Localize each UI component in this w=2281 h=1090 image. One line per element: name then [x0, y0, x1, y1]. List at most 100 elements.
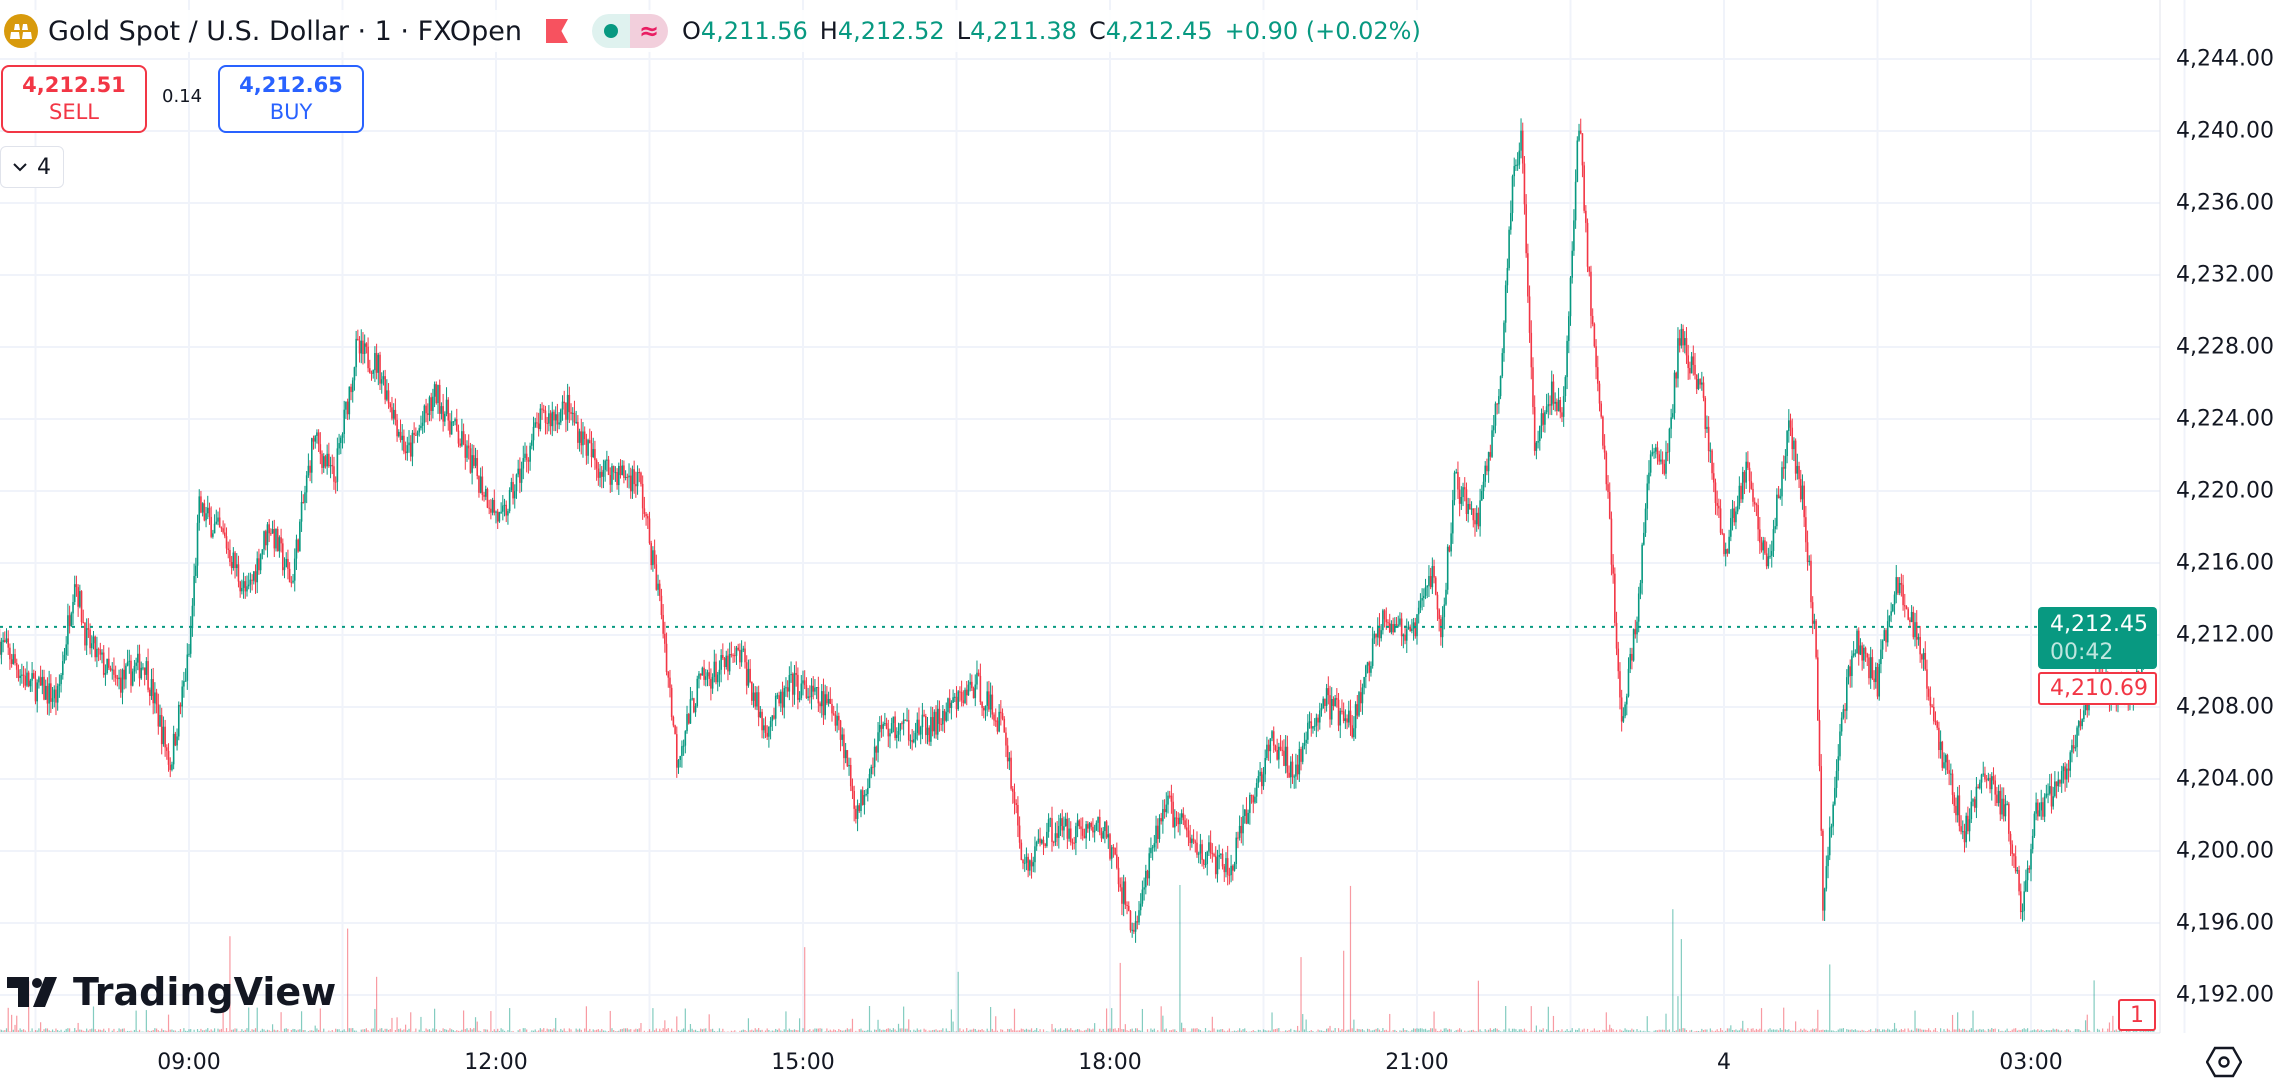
candle-body — [1643, 532, 1645, 545]
volume-bar — [961, 1031, 963, 1032]
candle-body — [1576, 140, 1579, 182]
volume-bar — [316, 1028, 318, 1032]
candle-body — [130, 660, 132, 686]
candle-body — [143, 667, 146, 675]
candle-body — [305, 475, 308, 493]
candle-body — [152, 679, 154, 704]
volume-bar — [609, 1010, 611, 1032]
pane-badge[interactable]: 1 — [2118, 999, 2156, 1031]
candle-body — [375, 352, 378, 373]
chart-settings-icon[interactable] — [2206, 1046, 2242, 1078]
candle-body — [783, 688, 786, 708]
candle-body — [728, 654, 731, 672]
candle-body — [798, 697, 801, 700]
candle-body — [2011, 844, 2014, 854]
buy-button[interactable]: 4,212.65 BUY — [218, 65, 364, 133]
volume-bar — [1922, 1029, 1925, 1032]
candle-body — [1719, 508, 1722, 533]
volume-bar — [1389, 1013, 1391, 1032]
volume-bar — [959, 1028, 961, 1032]
candle-body — [1162, 809, 1164, 822]
candle-body — [34, 678, 37, 702]
volume-bar — [833, 1029, 835, 1032]
volume-bar — [655, 1028, 657, 1032]
volume-bar — [2088, 1030, 2090, 1032]
volume-bar — [1470, 1030, 1473, 1032]
volume-bar — [36, 1030, 38, 1032]
volume-bar — [389, 1028, 391, 1032]
low-value: 4,211.38 — [970, 17, 1077, 45]
candle-body — [950, 702, 953, 708]
candle-body — [1448, 546, 1451, 552]
market-closed-flag-icon[interactable] — [546, 19, 569, 43]
candle-body — [1013, 791, 1016, 804]
candle-body — [1982, 773, 1985, 775]
candle-body — [1383, 610, 1386, 620]
sell-button[interactable]: 4,212.51 SELL — [1, 65, 147, 133]
candle-body — [1126, 904, 1128, 906]
volume-bar — [2050, 1030, 2053, 1032]
candle-body — [570, 412, 572, 414]
volume-bar — [1170, 1030, 1172, 1032]
candle-body — [2083, 710, 2085, 720]
volume-bar — [190, 1029, 192, 1032]
indicators-legend-toggle[interactable]: 4 — [0, 146, 64, 188]
candle-body — [1637, 593, 1640, 622]
candle-body — [2028, 868, 2031, 870]
volume-bar — [121, 1028, 124, 1032]
symbol-title[interactable]: Gold Spot / U.S. Dollar · 1 · FXOpen — [48, 15, 523, 47]
volume-bar — [362, 1029, 364, 1032]
tradingview-logo[interactable]: TradingView — [7, 970, 336, 1014]
volume-bar — [425, 1028, 427, 1032]
candle-body — [701, 667, 704, 676]
volume-bar — [1847, 1029, 1850, 1032]
candle-body — [1564, 377, 1567, 397]
candle-body — [379, 354, 381, 384]
volume-bar — [1007, 1028, 1009, 1032]
candle-body — [930, 717, 932, 742]
candle-body — [834, 714, 837, 726]
candle-body — [1366, 662, 1369, 666]
candle-body — [1487, 452, 1490, 472]
volume-bar — [1123, 1029, 1125, 1032]
volume-bar — [1801, 1030, 1804, 1032]
volume-bar — [1008, 1029, 1010, 1032]
candle-body — [1030, 860, 1033, 867]
volume-bar — [1604, 1030, 1606, 1032]
volume-bar — [1943, 1029, 1945, 1032]
volume-bar — [1447, 1029, 1449, 1032]
candle-body — [896, 734, 898, 739]
volume-bar — [353, 1030, 356, 1032]
volume-bar — [1597, 1030, 1599, 1032]
volume-bar — [275, 1030, 277, 1032]
candle-body — [878, 724, 881, 733]
candle-body — [1052, 841, 1055, 843]
candle-body — [759, 711, 762, 718]
volume-bar — [370, 1028, 373, 1032]
volume-bar — [60, 1029, 62, 1032]
volume-bar — [309, 1030, 311, 1032]
candle-body — [745, 662, 748, 686]
candle-body — [24, 675, 27, 686]
candle-body — [628, 475, 630, 478]
candle-body — [1286, 746, 1289, 773]
data-status-pill[interactable]: ≈ — [592, 14, 669, 48]
candle-body — [1660, 459, 1662, 462]
volume-bar — [1796, 1031, 1798, 1032]
candle-body — [1593, 323, 1596, 347]
volume-bar — [2035, 1030, 2037, 1032]
volume-bar — [447, 1030, 449, 1032]
candle-body — [258, 558, 260, 571]
candle-body — [537, 423, 540, 430]
volume-bar — [133, 1029, 136, 1032]
candle-body — [411, 432, 414, 457]
candle-body — [1023, 862, 1026, 864]
volume-bar — [222, 1006, 224, 1032]
candle-body — [716, 674, 719, 683]
candle-body — [1124, 881, 1127, 905]
candle-body — [1481, 491, 1483, 501]
volume-bar — [1892, 1029, 1894, 1032]
candle-body — [976, 672, 978, 685]
candle-body — [1295, 764, 1297, 777]
